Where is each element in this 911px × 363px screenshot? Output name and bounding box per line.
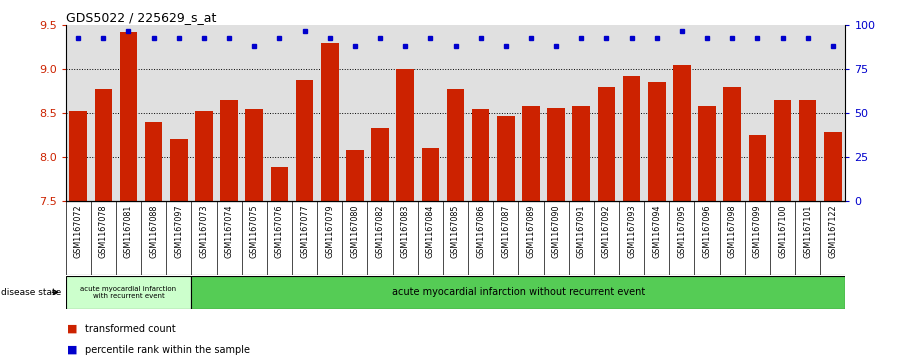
Bar: [95, 89, 112, 201]
Text: GSM1167075: GSM1167075: [250, 204, 259, 258]
Text: GSM1167089: GSM1167089: [527, 204, 536, 258]
Text: GSM1167091: GSM1167091: [577, 204, 586, 258]
Bar: [69, 111, 87, 201]
Bar: [497, 116, 515, 201]
Bar: [648, 82, 666, 201]
Text: GSM1167084: GSM1167084: [425, 204, 435, 258]
Bar: [548, 108, 565, 201]
Text: disease state: disease state: [1, 288, 61, 297]
Bar: [799, 100, 816, 201]
Bar: [396, 69, 414, 201]
Text: acute myocardial infarction
with recurrent event: acute myocardial infarction with recurre…: [80, 286, 177, 299]
Bar: [773, 100, 792, 201]
Text: GSM1167081: GSM1167081: [124, 204, 133, 258]
Bar: [66, 276, 191, 309]
Text: GSM1167095: GSM1167095: [678, 204, 686, 258]
Bar: [321, 43, 339, 201]
Bar: [572, 106, 590, 201]
Text: GSM1167094: GSM1167094: [652, 204, 661, 258]
Bar: [119, 32, 138, 201]
Bar: [422, 148, 439, 201]
Bar: [170, 139, 188, 201]
Bar: [749, 135, 766, 201]
Text: GSM1167083: GSM1167083: [401, 204, 410, 258]
Text: GSM1167093: GSM1167093: [627, 204, 636, 258]
Text: transformed count: transformed count: [85, 324, 176, 334]
Text: GSM1167099: GSM1167099: [752, 204, 762, 258]
Bar: [145, 122, 162, 201]
Text: GSM1167074: GSM1167074: [225, 204, 233, 258]
Bar: [346, 150, 363, 201]
Bar: [245, 109, 263, 201]
Text: GSM1167072: GSM1167072: [74, 204, 83, 258]
Text: GSM1167092: GSM1167092: [602, 204, 611, 258]
Text: GSM1167098: GSM1167098: [728, 204, 737, 258]
Bar: [723, 87, 741, 201]
Text: GSM1167073: GSM1167073: [200, 204, 209, 258]
Bar: [195, 111, 213, 201]
Text: GSM1167076: GSM1167076: [275, 204, 284, 258]
Text: GSM1167088: GSM1167088: [149, 204, 159, 258]
Bar: [472, 109, 489, 201]
Bar: [623, 76, 640, 201]
Bar: [673, 65, 691, 201]
Bar: [191, 276, 845, 309]
Text: GSM1167096: GSM1167096: [702, 204, 711, 258]
Bar: [824, 132, 842, 201]
Text: GSM1167080: GSM1167080: [351, 204, 359, 258]
Text: GSM1167087: GSM1167087: [501, 204, 510, 258]
Bar: [296, 80, 313, 201]
Text: ■: ■: [67, 324, 77, 334]
Text: GSM1167122: GSM1167122: [828, 204, 837, 258]
Text: GSM1167079: GSM1167079: [325, 204, 334, 258]
Text: percentile rank within the sample: percentile rank within the sample: [85, 345, 250, 355]
Bar: [446, 89, 465, 201]
Text: GSM1167082: GSM1167082: [375, 204, 384, 258]
Bar: [371, 128, 389, 201]
Bar: [598, 87, 615, 201]
Text: GSM1167101: GSM1167101: [804, 204, 813, 258]
Text: ■: ■: [67, 345, 77, 355]
Bar: [271, 167, 288, 201]
Text: GSM1167078: GSM1167078: [98, 204, 107, 258]
Text: GSM1167097: GSM1167097: [174, 204, 183, 258]
Text: GSM1167077: GSM1167077: [300, 204, 309, 258]
Bar: [522, 106, 540, 201]
Text: GSM1167086: GSM1167086: [476, 204, 486, 258]
Text: GDS5022 / 225629_s_at: GDS5022 / 225629_s_at: [66, 11, 216, 24]
Text: acute myocardial infarction without recurrent event: acute myocardial infarction without recu…: [392, 287, 645, 297]
Text: GSM1167100: GSM1167100: [778, 204, 787, 258]
Text: GSM1167090: GSM1167090: [552, 204, 560, 258]
Bar: [698, 106, 716, 201]
Text: GSM1167085: GSM1167085: [451, 204, 460, 258]
Bar: [220, 100, 238, 201]
